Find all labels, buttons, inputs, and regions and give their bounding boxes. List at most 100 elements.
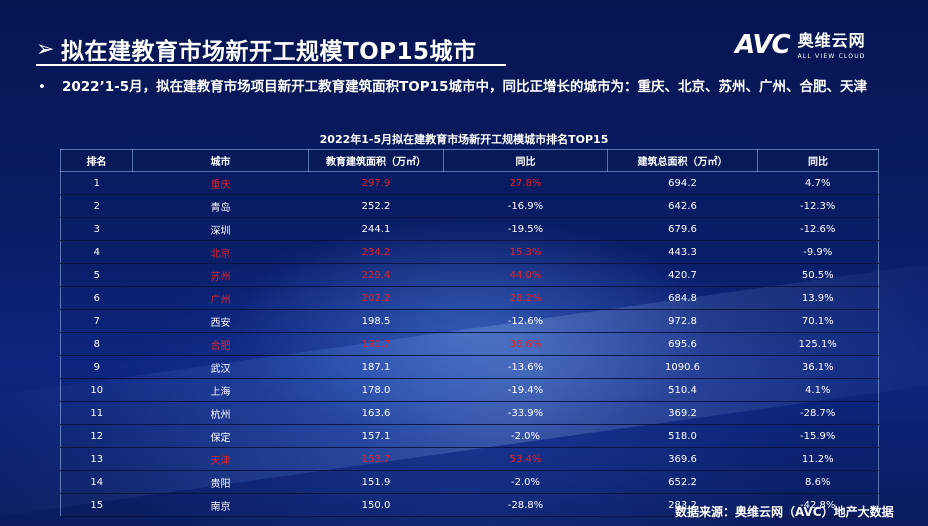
table-row: 2 青岛 252.2 -16.9% 642.6 -12.3% <box>60 194 879 218</box>
cell-city: 深圳 <box>132 217 309 241</box>
cell-edu-area: 150.0 <box>308 493 444 517</box>
table-row: 4 北京 234.2 15.3% 443.3 -9.9% <box>60 240 879 264</box>
title-underline <box>36 64 506 66</box>
cell-total-yoy: 125.1% <box>757 332 879 356</box>
cell-edu-yoy: -28.8% <box>443 493 608 517</box>
cell-total-area: 510.4 <box>607 378 758 402</box>
cell-rank: 9 <box>60 355 133 379</box>
cell-total-area: 684.8 <box>607 286 758 310</box>
ranking-table: 排名 城市 教育建筑面积（万㎡） 同比 建筑总面积（万㎡） 同比 1 重庆 297.… <box>60 149 879 517</box>
cell-edu-area: 178.0 <box>308 378 444 402</box>
cell-total-yoy: 8.6% <box>757 470 879 494</box>
table-row: 12 保定 157.1 -2.0% 518.0 -15.9% <box>60 424 879 448</box>
table-row: 8 合肥 190.7 36.6% 695.6 125.1% <box>60 332 879 356</box>
cell-city: 武汉 <box>132 355 309 379</box>
cell-edu-yoy: 36.6% <box>443 332 608 356</box>
cell-rank: 2 <box>60 194 133 218</box>
cell-edu-yoy: -16.9% <box>443 194 608 218</box>
cell-total-yoy: 50.5% <box>757 263 879 287</box>
cell-city: 南京 <box>132 493 309 517</box>
cell-total-area: 642.6 <box>607 194 758 218</box>
header-city: 城市 <box>132 149 309 172</box>
cell-rank: 7 <box>60 309 133 333</box>
cell-total-area: 443.3 <box>607 240 758 264</box>
cell-rank: 1 <box>60 171 133 195</box>
cell-total-area: 652.2 <box>607 470 758 494</box>
cell-edu-area: 202.2 <box>308 286 444 310</box>
cell-rank: 14 <box>60 470 133 494</box>
cell-city: 西安 <box>132 309 309 333</box>
cell-edu-area: 234.2 <box>308 240 444 264</box>
bullet-dot-icon: • <box>38 79 46 95</box>
cell-total-area: 420.7 <box>607 263 758 287</box>
cell-edu-area: 190.7 <box>308 332 444 356</box>
table-row: 9 武汉 187.1 -13.6% 1090.6 36.1% <box>60 355 879 379</box>
cell-rank: 15 <box>60 493 133 517</box>
cell-total-yoy: 70.1% <box>757 309 879 333</box>
summary-bullet: • 2022’1-5月，拟在建教育市场项目新开工教育建筑面积TOP15城市中，同… <box>38 76 898 98</box>
logo-name-cn: 奥维云网 <box>797 31 866 50</box>
cell-total-area: 694.2 <box>607 171 758 195</box>
cell-total-yoy: -12.3% <box>757 194 879 218</box>
cell-total-yoy: 13.9% <box>757 286 879 310</box>
table-row: 14 贵阳 151.9 -2.0% 652.2 8.6% <box>60 470 879 494</box>
cell-rank: 3 <box>60 217 133 241</box>
table-header-row: 排名 城市 教育建筑面积（万㎡） 同比 建筑总面积（万㎡） 同比 <box>60 149 879 172</box>
table-body: 1 重庆 297.9 27.8% 694.2 4.7% 2 青岛 252.2 -16.9% 642.… <box>60 171 879 517</box>
cell-total-yoy: -15.9% <box>757 424 879 448</box>
cell-total-yoy: 4.7% <box>757 171 879 195</box>
logo-mark: AVC <box>735 30 791 60</box>
cell-total-area: 972.8 <box>607 309 758 333</box>
table-row: 15 南京 150.0 -28.8% 283.2 -42.8% <box>60 493 879 517</box>
table-row: 5 苏州 229.4 44.0% 420.7 50.5% <box>60 263 879 287</box>
cell-rank: 4 <box>60 240 133 264</box>
cell-total-area: 283.2 <box>607 493 758 517</box>
table-row: 13 天津 153.7 53.4% 369.6 11.2% <box>60 447 879 471</box>
cell-city: 上海 <box>132 378 309 402</box>
cell-city: 保定 <box>132 424 309 448</box>
cell-edu-area: 297.9 <box>308 171 444 195</box>
data-source: 数据来源：奥维云网（AVC）地产大数据 <box>675 505 894 519</box>
cell-edu-area: 252.2 <box>308 194 444 218</box>
cell-edu-yoy: -12.6% <box>443 309 608 333</box>
cell-total-yoy: -9.9% <box>757 240 879 264</box>
cell-total-area: 679.6 <box>607 217 758 241</box>
summary-text: 2022’1-5月，拟在建教育市场项目新开工教育建筑面积TOP15城市中，同比正… <box>62 79 867 95</box>
cell-edu-area: 244.1 <box>308 217 444 241</box>
cell-city: 青岛 <box>132 194 309 218</box>
cell-total-area: 695.6 <box>607 332 758 356</box>
cell-city: 北京 <box>132 240 309 264</box>
cell-edu-area: 163.6 <box>308 401 444 425</box>
cell-edu-yoy: -19.4% <box>443 378 608 402</box>
cell-edu-yoy: 44.0% <box>443 263 608 287</box>
cell-rank: 12 <box>60 424 133 448</box>
header-total-yoy: 同比 <box>757 149 879 172</box>
table-title: 2022年1-5月拟在建教育市场新开工规模城市排名TOP15 <box>319 133 609 146</box>
cell-rank: 10 <box>60 378 133 402</box>
cell-city: 杭州 <box>132 401 309 425</box>
cell-city: 贵阳 <box>132 470 309 494</box>
cell-city: 重庆 <box>132 171 309 195</box>
cell-rank: 8 <box>60 332 133 356</box>
header-edu-yoy: 同比 <box>443 149 608 172</box>
cell-edu-area: 198.5 <box>308 309 444 333</box>
cell-edu-yoy: 53.4% <box>443 447 608 471</box>
cell-rank: 5 <box>60 263 133 287</box>
cell-edu-yoy: 27.8% <box>443 171 608 195</box>
table-row: 3 深圳 244.1 -19.5% 679.6 -12.6% <box>60 217 879 241</box>
header-edu-area: 教育建筑面积（万㎡） <box>308 149 444 172</box>
cell-city: 苏州 <box>132 263 309 287</box>
cell-total-area: 1090.6 <box>607 355 758 379</box>
cell-total-area: 518.0 <box>607 424 758 448</box>
cell-total-area: 369.2 <box>607 401 758 425</box>
cell-city: 合肥 <box>132 332 309 356</box>
avc-logo: AVC 奥维云网 ALL VIEW CLOUD <box>735 30 866 61</box>
slide-title: ➢ 拟在建教育市场新开工规模TOP15城市 <box>36 32 477 66</box>
cell-total-yoy: 4.1% <box>757 378 879 402</box>
cell-edu-yoy: -19.5% <box>443 217 608 241</box>
cell-edu-yoy: 15.3% <box>443 240 608 264</box>
cell-edu-yoy: -13.6% <box>443 355 608 379</box>
cell-total-area: 369.6 <box>607 447 758 471</box>
cell-edu-area: 153.7 <box>308 447 444 471</box>
